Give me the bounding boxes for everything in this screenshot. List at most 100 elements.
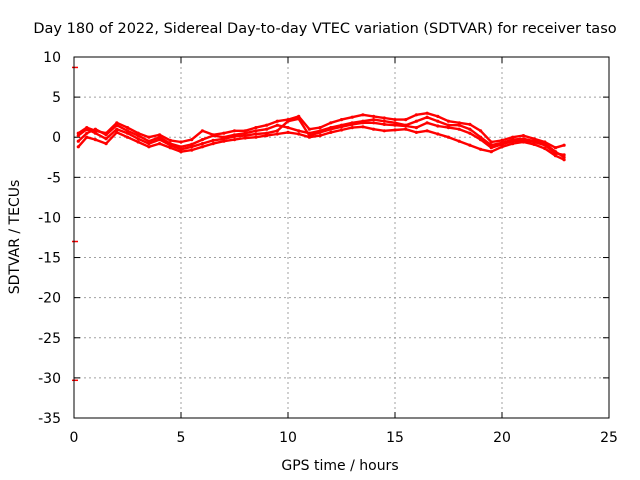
data-point bbox=[200, 145, 204, 149]
data-point bbox=[275, 123, 279, 127]
data-point bbox=[307, 127, 311, 131]
y-tick-label: 0 bbox=[52, 130, 61, 146]
data-point bbox=[190, 142, 194, 146]
data-point bbox=[553, 154, 558, 158]
data-point bbox=[436, 124, 440, 128]
data-point bbox=[468, 131, 472, 135]
data-point bbox=[275, 119, 279, 123]
data-point bbox=[372, 114, 376, 118]
data-point bbox=[393, 121, 397, 125]
data-point bbox=[404, 118, 408, 122]
data-series bbox=[72, 66, 566, 382]
data-point bbox=[104, 131, 108, 135]
data-point bbox=[147, 145, 151, 149]
data-point bbox=[414, 126, 418, 130]
data-point bbox=[393, 123, 397, 127]
data-point bbox=[372, 121, 376, 125]
data-point bbox=[446, 126, 451, 130]
plot-border bbox=[73, 56, 610, 419]
data-point bbox=[158, 138, 162, 142]
data-point bbox=[179, 145, 183, 149]
y-axis-label: SDTVAR / TECUs bbox=[7, 180, 23, 295]
data-point bbox=[361, 125, 365, 129]
x-tick-label: 5 bbox=[177, 430, 186, 446]
y-tick-label: -35 bbox=[38, 411, 61, 427]
data-point bbox=[265, 127, 269, 131]
data-point bbox=[350, 126, 354, 130]
data-point bbox=[254, 129, 258, 133]
data-point bbox=[158, 133, 162, 137]
data-point bbox=[457, 139, 461, 143]
data-point bbox=[200, 142, 204, 146]
data-point bbox=[254, 126, 258, 130]
x-tick-label: 20 bbox=[493, 430, 511, 446]
y-tick-label: -10 bbox=[38, 210, 61, 226]
data-point bbox=[446, 119, 451, 123]
data-point bbox=[532, 137, 536, 141]
data-point bbox=[500, 138, 504, 142]
x-axis-label: GPS time / hours bbox=[281, 458, 398, 474]
y-tick-label: 10 bbox=[43, 50, 61, 66]
data-point bbox=[543, 140, 547, 144]
data-point bbox=[393, 128, 397, 132]
data-point bbox=[222, 131, 226, 135]
data-point bbox=[76, 139, 80, 143]
data-point bbox=[562, 158, 566, 162]
data-point bbox=[414, 113, 418, 117]
data-point bbox=[457, 123, 461, 127]
y-tick-label: -25 bbox=[38, 331, 61, 347]
data-point bbox=[446, 123, 451, 127]
data-point bbox=[190, 145, 194, 149]
data-point bbox=[553, 146, 558, 150]
data-point bbox=[521, 140, 526, 144]
data-point bbox=[436, 114, 440, 118]
data-point bbox=[339, 125, 344, 129]
data-point bbox=[479, 129, 483, 133]
data-point bbox=[93, 138, 97, 142]
data-point bbox=[425, 121, 429, 125]
data-point bbox=[532, 142, 536, 146]
data-point bbox=[543, 146, 547, 151]
data-point bbox=[158, 142, 162, 146]
data-point bbox=[286, 130, 290, 134]
data-point bbox=[222, 139, 226, 143]
data-point bbox=[243, 129, 247, 133]
data-point bbox=[243, 136, 247, 140]
data-point bbox=[307, 135, 311, 139]
data-point bbox=[318, 126, 322, 130]
data-point bbox=[136, 131, 140, 135]
data-point bbox=[265, 131, 269, 135]
data-point bbox=[211, 138, 215, 142]
data-point bbox=[275, 129, 279, 133]
data-point bbox=[232, 134, 237, 138]
data-point bbox=[361, 113, 365, 117]
data-point bbox=[414, 119, 418, 123]
data-point bbox=[115, 130, 119, 134]
data-point bbox=[147, 135, 151, 139]
data-point bbox=[297, 129, 301, 133]
data-point bbox=[382, 122, 386, 126]
data-point bbox=[85, 135, 89, 139]
data-point bbox=[265, 134, 269, 138]
x-tick-label: 25 bbox=[600, 430, 618, 446]
data-point bbox=[115, 121, 119, 125]
data-point bbox=[76, 134, 80, 138]
x-tick-label: 10 bbox=[279, 430, 297, 446]
data-point bbox=[404, 124, 408, 128]
data-point bbox=[136, 134, 140, 138]
data-point bbox=[350, 115, 354, 119]
data-point bbox=[318, 130, 322, 134]
data-point bbox=[329, 127, 333, 131]
data-point bbox=[179, 147, 183, 151]
data-point bbox=[243, 134, 247, 138]
data-point bbox=[115, 127, 119, 131]
data-point bbox=[511, 139, 515, 143]
data-point bbox=[147, 142, 151, 146]
data-point bbox=[85, 126, 89, 130]
data-point bbox=[190, 148, 194, 152]
data-point bbox=[500, 145, 504, 149]
y-tick-label: 5 bbox=[52, 90, 61, 106]
data-point bbox=[85, 131, 89, 135]
